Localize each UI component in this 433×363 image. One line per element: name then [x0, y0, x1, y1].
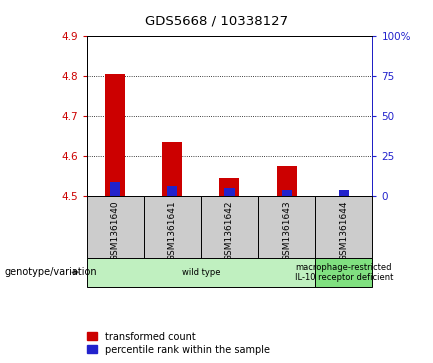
Bar — [167, 186, 178, 196]
Text: GSM1361643: GSM1361643 — [282, 200, 291, 261]
Text: GSM1361644: GSM1361644 — [339, 200, 348, 261]
Bar — [87, 196, 144, 258]
Text: genotype/variation: genotype/variation — [4, 267, 97, 277]
Bar — [277, 166, 297, 196]
Text: GSM1361641: GSM1361641 — [168, 200, 177, 261]
Text: wild type: wild type — [182, 268, 220, 277]
Bar — [220, 178, 239, 196]
Legend: transformed count, percentile rank within the sample: transformed count, percentile rank withi… — [87, 331, 270, 355]
Bar — [315, 196, 372, 258]
Bar — [258, 196, 315, 258]
Text: macrophage-restricted
IL-10 receptor deficient: macrophage-restricted IL-10 receptor def… — [294, 262, 393, 282]
Bar — [315, 258, 372, 287]
Bar — [281, 190, 292, 196]
Bar — [144, 196, 201, 258]
Bar — [105, 74, 125, 196]
Bar — [201, 196, 258, 258]
Bar — [162, 142, 182, 196]
Text: GSM1361642: GSM1361642 — [225, 200, 234, 261]
Text: GDS5668 / 10338127: GDS5668 / 10338127 — [145, 15, 288, 28]
Bar — [339, 190, 349, 196]
Text: GSM1361640: GSM1361640 — [111, 200, 120, 261]
Bar — [224, 188, 235, 196]
Bar — [87, 258, 315, 287]
Bar — [110, 182, 120, 196]
